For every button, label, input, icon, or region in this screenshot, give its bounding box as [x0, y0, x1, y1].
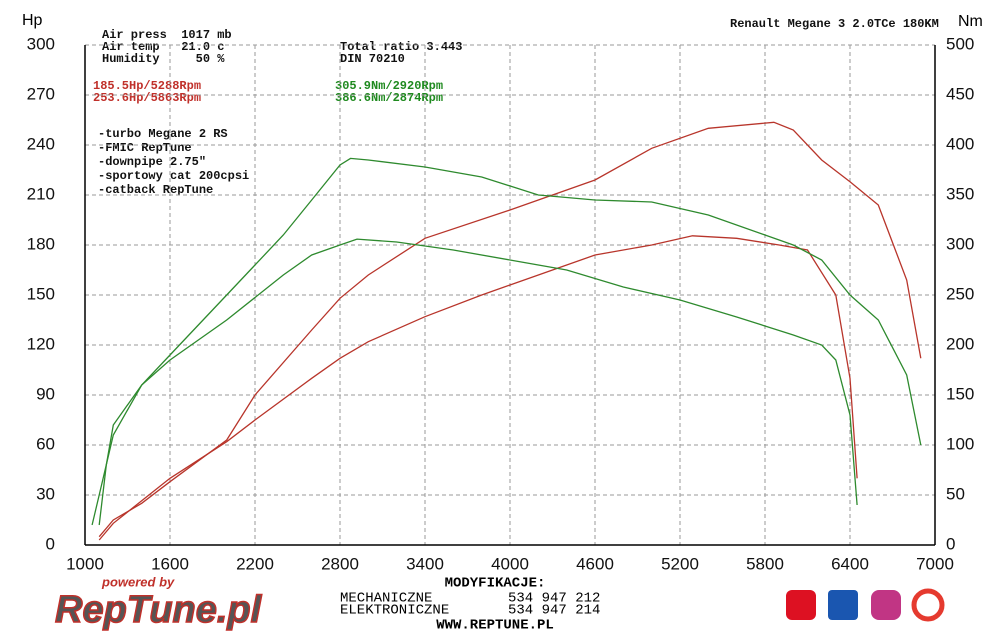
x-tick-label: 2200 — [236, 554, 274, 573]
y-tick-label: 30 — [36, 484, 55, 503]
brand-logo: RepTune.pl — [55, 589, 263, 631]
mod-item: -sportowy cat 200cpsi — [98, 169, 249, 183]
google-icon[interactable] — [911, 588, 945, 622]
curve — [98, 121, 922, 538]
condition: Air press 1017 mb — [102, 28, 232, 42]
y2-tick-label: 400 — [946, 134, 974, 153]
footer: powered by RepTune.pl MODYFIKACJE: MECHA… — [54, 574, 945, 632]
powered-by: powered by — [101, 574, 175, 589]
y-tick-label: 180 — [27, 234, 55, 253]
y2-tick-label: 450 — [946, 84, 974, 103]
y-tick-label: 300 — [27, 34, 55, 53]
curve — [98, 157, 922, 526]
facebook-icon[interactable] — [828, 590, 858, 620]
x-tick-label: 2800 — [321, 554, 359, 573]
x-tick-label: 1000 — [66, 554, 104, 573]
y-tick-label: 60 — [36, 434, 55, 453]
contact-phone: 534 947 214 — [508, 603, 600, 619]
condition: Air temp 21.0 c — [102, 40, 224, 54]
mod-item: -FMIC RepTune — [98, 141, 192, 155]
y-tick-label: 150 — [27, 284, 55, 303]
mod-item: -catback RepTune — [98, 183, 213, 197]
y2-tick-label: 0 — [946, 534, 955, 553]
test-info: Total ratio 3.443 — [340, 40, 462, 54]
y-tick-label: 240 — [27, 134, 55, 153]
mod-item: -turbo Megane 2 RS — [98, 127, 228, 141]
power-peak: 185.5Hp/5288Rpm — [93, 79, 201, 93]
chart-title: Renault Megane 3 2.0TCe 180KM — [730, 17, 939, 31]
y-tick-label: 0 — [46, 534, 55, 553]
curve — [91, 238, 858, 526]
x-tick-label: 4600 — [576, 554, 614, 573]
y-tick-label: 90 — [36, 384, 55, 403]
youtube-icon[interactable] — [786, 590, 816, 620]
y2-tick-label: 100 — [946, 434, 974, 453]
x-tick-label: 4000 — [491, 554, 529, 573]
y-tick-label: 210 — [27, 184, 55, 203]
y-tick-label: 270 — [27, 84, 55, 103]
x-tick-label: 6400 — [831, 554, 869, 573]
y2-tick-label: 150 — [946, 384, 974, 403]
contact-phone: 534 947 212 — [508, 591, 600, 607]
mods-list: -turbo Megane 2 RS-FMIC RepTune-downpipe… — [98, 127, 249, 197]
power-peak: 253.6Hp/5863Rpm — [93, 91, 201, 105]
test-info: DIN 70210 — [340, 52, 405, 66]
condition: Humidity 50 % — [102, 52, 225, 66]
torque-peak: 305.9Nm/2920Rpm — [335, 79, 443, 93]
y2-tick-label: 500 — [946, 34, 974, 53]
curve — [98, 235, 858, 541]
y-axis-label: Hp — [22, 12, 43, 29]
contact-label: MECHANICZNE — [340, 591, 432, 607]
plot: 1000 1600 2200 2800 3400 4000 4600 5200 5800 6400… — [27, 34, 975, 573]
x-tick-label: 5800 — [746, 554, 784, 573]
y-tick-label: 120 — [27, 334, 55, 353]
y2-tick-label: 250 — [946, 284, 974, 303]
y2-axis-label: Nm — [958, 13, 983, 30]
y2-tick-label: 350 — [946, 184, 974, 203]
x-tick-label: 5200 — [661, 554, 699, 573]
x-tick-label: 3400 — [406, 554, 444, 573]
footer-heading: MODYFIKACJE: — [445, 576, 546, 592]
x-tick-label: 7000 — [916, 554, 954, 573]
x-tick-label: 1600 — [151, 554, 189, 573]
y2-tick-label: 50 — [946, 484, 965, 503]
mod-item: -downpipe 2.75" — [98, 155, 206, 169]
contact-label: ELEKTRONICZNE — [340, 603, 449, 619]
instagram-icon[interactable] — [871, 590, 901, 620]
y2-tick-label: 200 — [946, 334, 974, 353]
website: WWW.REPTUNE.PL — [436, 618, 554, 632]
y2-tick-label: 300 — [946, 234, 974, 253]
torque-peak: 386.6Nm/2874Rpm — [335, 91, 443, 105]
